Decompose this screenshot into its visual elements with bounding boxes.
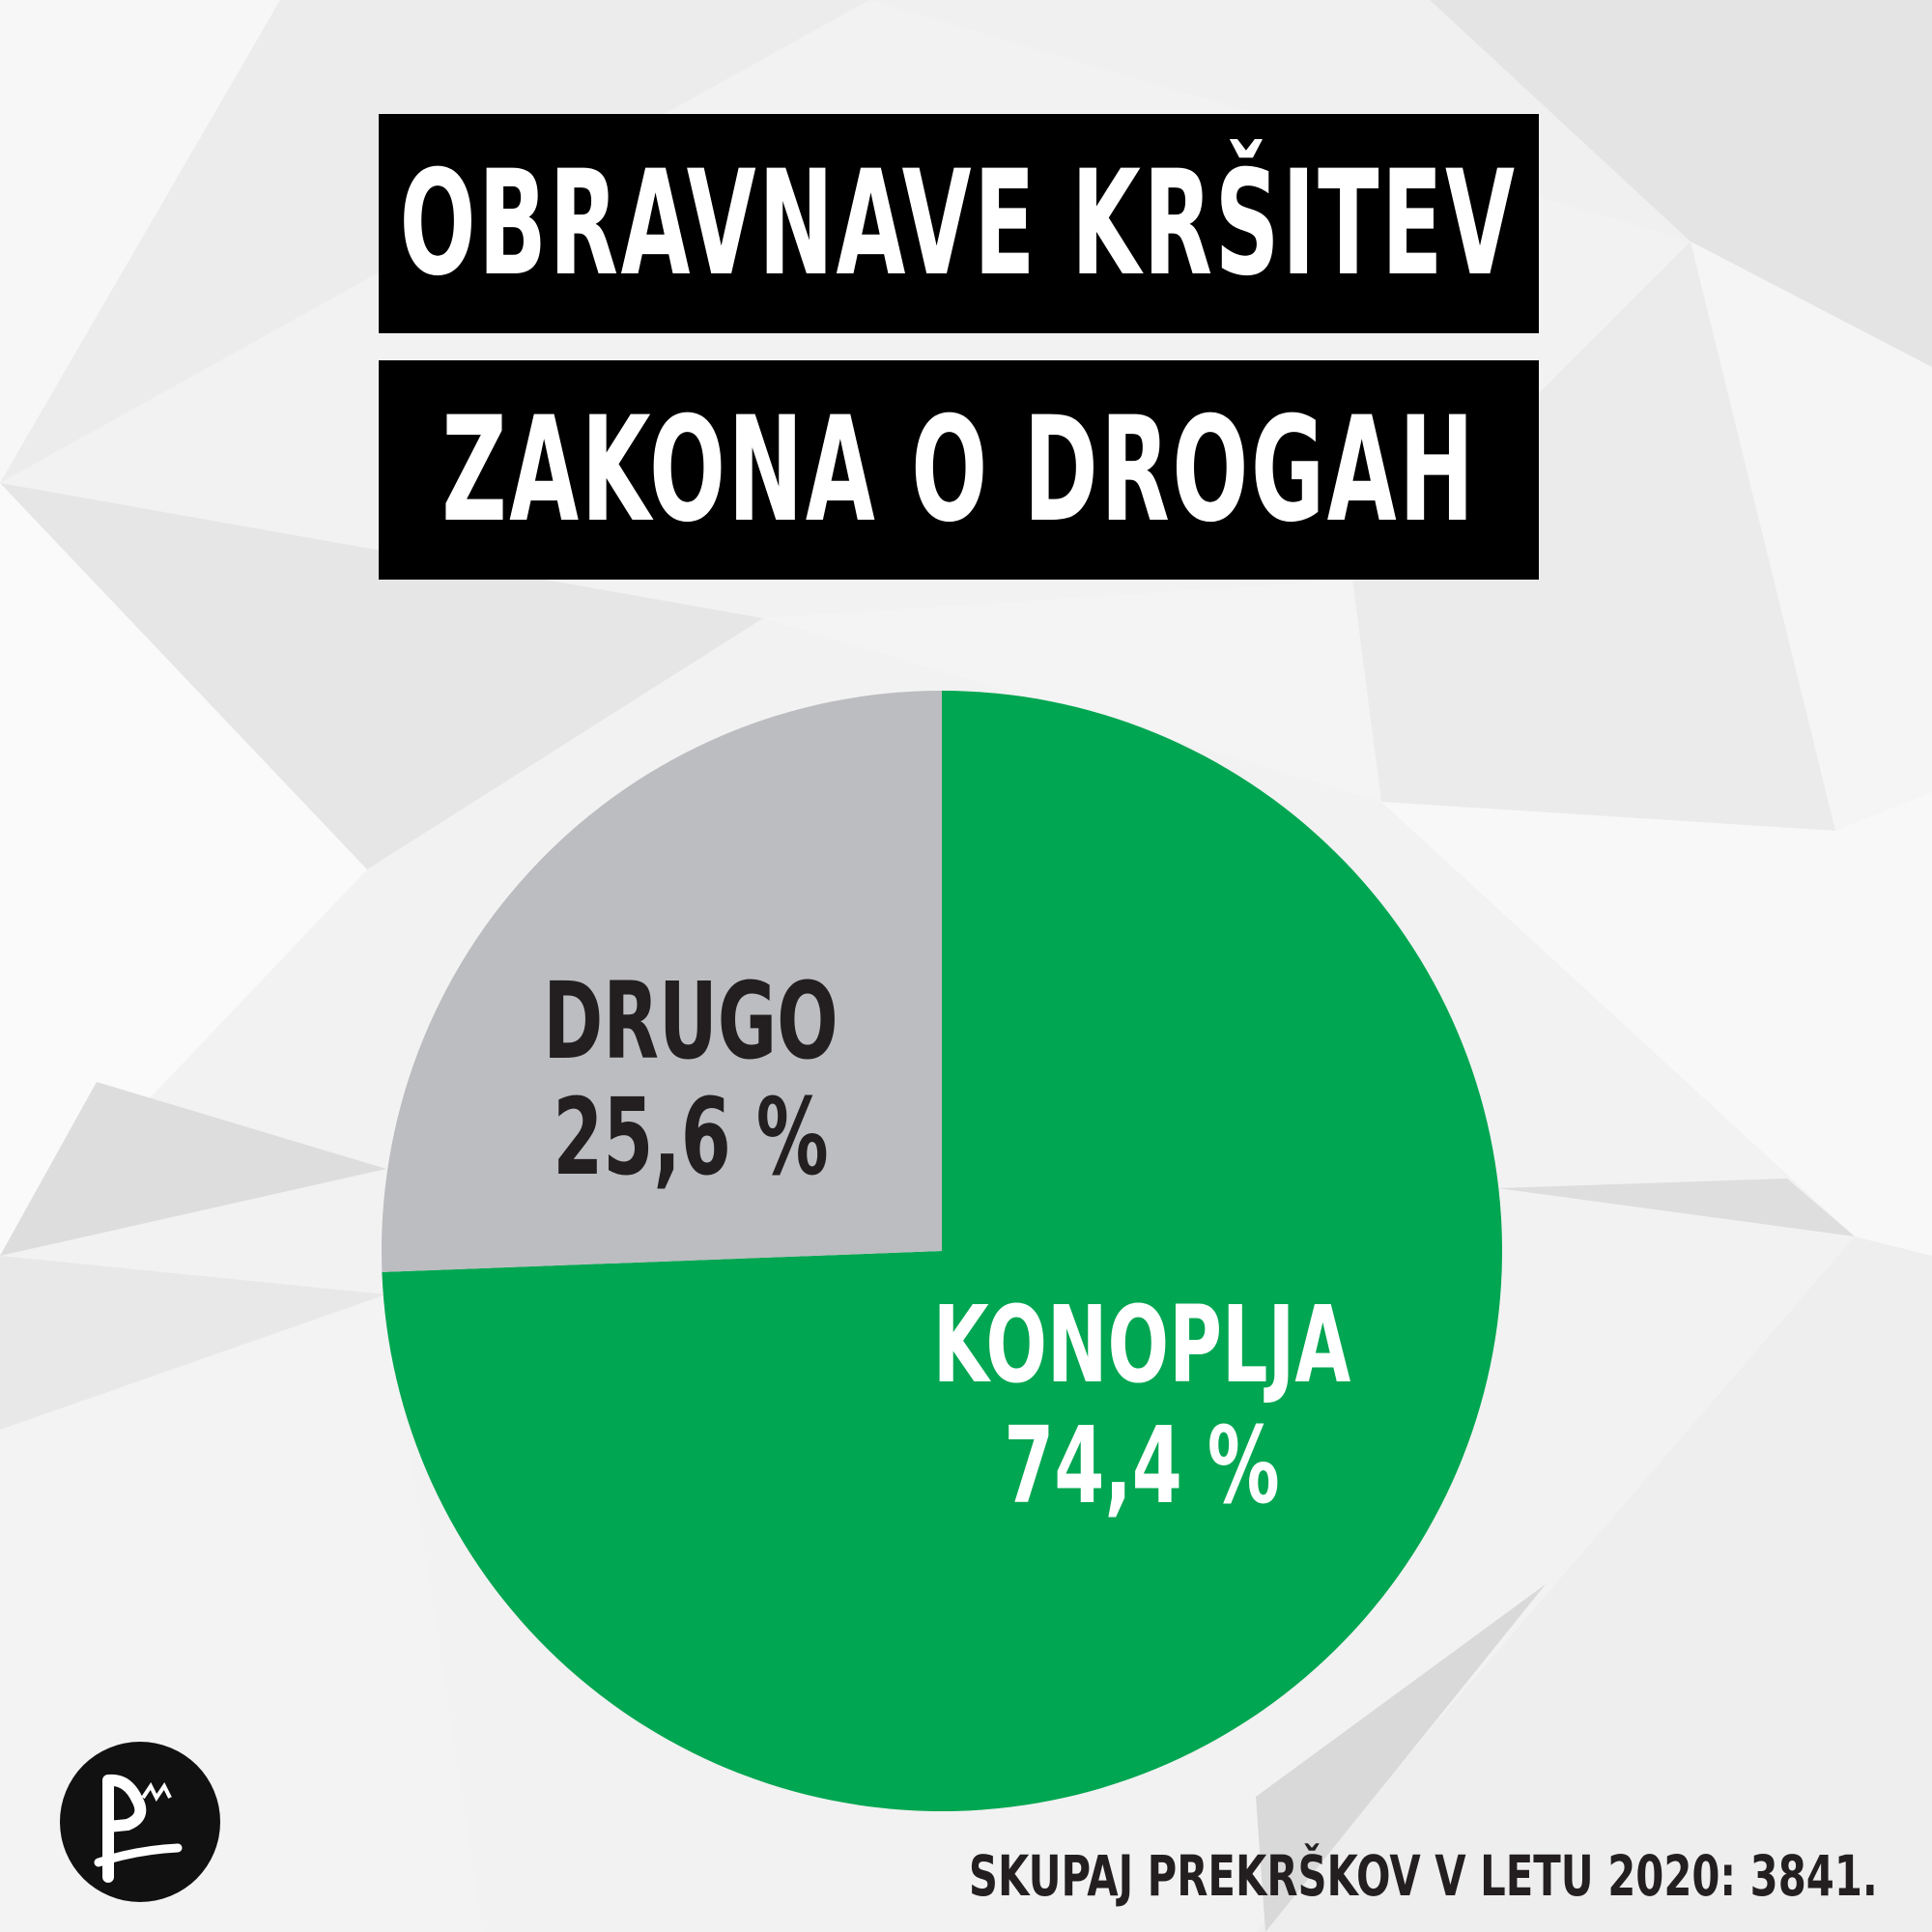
pie-slice-drugo bbox=[381, 691, 942, 1272]
slice-label-drugo: DRUGO bbox=[543, 960, 838, 1083]
slice-value-konoplja: 74,4 % bbox=[1004, 1405, 1279, 1527]
pirate-party-logo-icon bbox=[60, 1742, 220, 1902]
title-line-2-text: ZAKONA O DROGAH bbox=[440, 385, 1477, 554]
title-line-1-text: OBRAVNAVE KRŠITEV bbox=[400, 139, 1518, 308]
pie-slice-konoplja bbox=[382, 691, 1502, 1812]
slice-label-konoplja: KONOPLJA bbox=[933, 1284, 1351, 1406]
title-line-1: OBRAVNAVE KRŠITEV bbox=[379, 114, 1539, 333]
total-offences-footer: SKUPAJ PREKRŠKOV V LETU 2020: 3841. bbox=[969, 1843, 1878, 1909]
slice-value-drugo: 25,6 % bbox=[553, 1076, 828, 1199]
title-line-2: ZAKONA O DROGAH bbox=[379, 360, 1539, 580]
